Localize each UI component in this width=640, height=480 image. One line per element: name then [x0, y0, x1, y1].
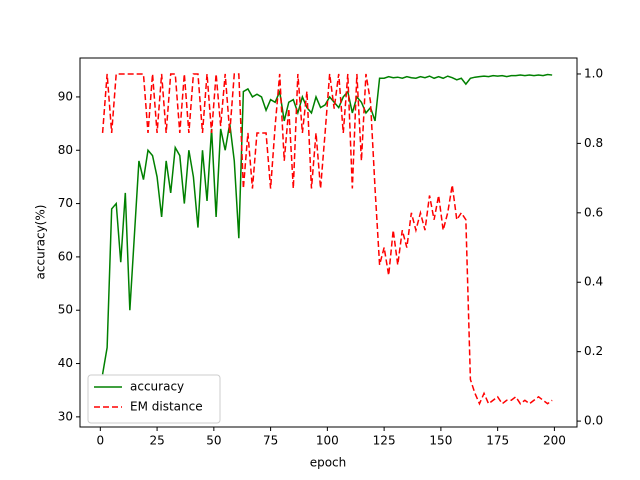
y2-tick-label: 0.4 [584, 275, 603, 289]
y-tick-label: 60 [58, 249, 73, 263]
x-tick-label: 200 [543, 434, 566, 448]
x-tick-label: 25 [149, 434, 164, 448]
x-tick-label: 0 [97, 434, 105, 448]
y-tick-label: 40 [58, 356, 73, 370]
x-tick-label: 75 [263, 434, 278, 448]
y-tick-label: 90 [58, 89, 73, 103]
y-tick-label: 70 [58, 196, 73, 210]
y2-tick-label: 1.0 [584, 66, 603, 80]
y2-tick-label: 0.8 [584, 136, 603, 150]
x-tick-label: 50 [206, 434, 221, 448]
legend-label: EM distance [130, 400, 203, 414]
y-tick-label: 30 [58, 409, 73, 423]
y-tick-label: 80 [58, 143, 73, 157]
plot-frame [79, 57, 578, 428]
data-line [101, 73, 553, 406]
legend-label: accuracy [130, 380, 184, 394]
y2-tick-label: 0.0 [584, 414, 603, 428]
y2-tick-label: 0.2 [584, 344, 603, 358]
x-tick-label: 100 [316, 434, 339, 448]
y2-tick-label: 0.6 [584, 205, 603, 219]
x-tick-label: 125 [373, 434, 396, 448]
x-axis-label: epoch [310, 456, 347, 470]
data-line [101, 73, 553, 375]
y-tick-label: 50 [58, 303, 73, 317]
x-tick-label: 150 [429, 434, 452, 448]
y-axis-label: accuracy(%) [34, 205, 48, 280]
x-tick-label: 175 [486, 434, 509, 448]
